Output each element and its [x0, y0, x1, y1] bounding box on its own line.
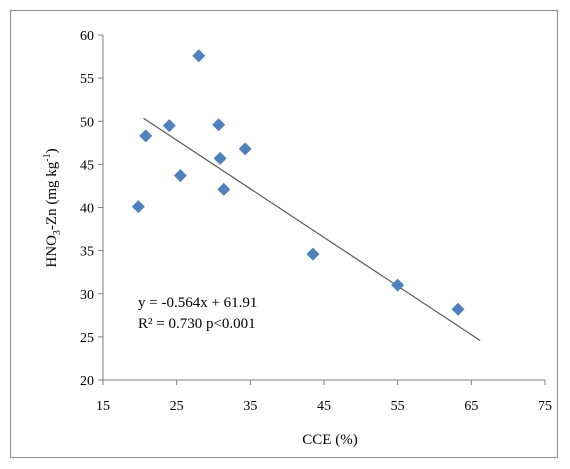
equation-label: y = -0.564x + 61.91 — [138, 295, 257, 311]
y-tick-label: 50 — [80, 115, 94, 130]
data-point — [212, 118, 226, 132]
data-point — [213, 151, 227, 165]
y-axis-title-main: HNO — [44, 235, 60, 268]
r2-label: R² = 0.730 p<0.001 — [138, 316, 256, 332]
y-axis-title-sub: 3 — [52, 230, 63, 235]
x-tick-label: 75 — [538, 399, 552, 414]
trendline — [143, 117, 481, 342]
x-axis-title: CCE (%) — [302, 432, 357, 448]
x-tick-label: 15 — [96, 399, 110, 414]
x-tick-label: 35 — [243, 399, 257, 414]
y-tick-label: 25 — [80, 331, 94, 346]
y-tick-label: 45 — [80, 158, 94, 173]
data-points — [131, 49, 465, 316]
data-point — [162, 119, 176, 133]
y-axis-title-sup: -1 — [42, 153, 53, 161]
x-tick-label: 55 — [391, 399, 405, 414]
data-point — [391, 278, 405, 292]
x-tick-label: 45 — [317, 399, 331, 414]
y-tick-label: 60 — [80, 29, 94, 44]
data-point — [131, 200, 145, 214]
y-tick-label: 40 — [80, 202, 94, 217]
data-point — [238, 142, 252, 156]
y-axis-title: HNO3-Zn (mg kg-1) — [42, 148, 63, 267]
tick-labels: 20 25 30 35 40 45 50 55 60 15 25 35 45 55 65 75 — [80, 29, 552, 414]
data-point — [173, 169, 187, 183]
data-point — [451, 302, 465, 316]
trendline-group — [143, 117, 481, 342]
y-tick-label: 30 — [80, 288, 94, 303]
axes — [98, 34, 546, 385]
y-tick-label: 20 — [80, 374, 94, 389]
y-tick-label: 35 — [80, 245, 94, 260]
data-point — [192, 49, 206, 63]
chart-frame — [10, 10, 558, 458]
data-point — [217, 182, 231, 196]
data-point — [306, 247, 320, 261]
x-tick-label: 25 — [170, 399, 184, 414]
x-tick-label: 65 — [464, 399, 478, 414]
y-tick-label: 55 — [80, 72, 94, 87]
y-axis-title-end: ) — [44, 148, 60, 153]
y-axis-title-mid: -Zn (mg kg — [44, 161, 60, 230]
data-point — [139, 129, 153, 143]
